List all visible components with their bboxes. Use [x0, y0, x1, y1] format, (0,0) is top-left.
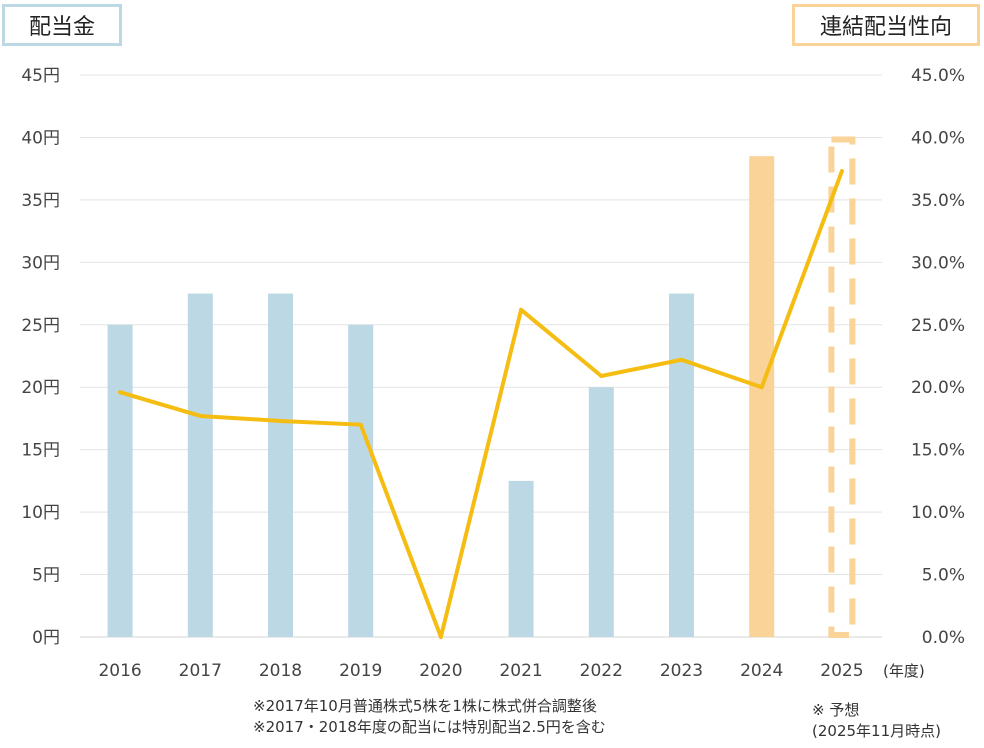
left-tick-label: 0円: [32, 628, 60, 648]
bar-2016: [107, 324, 133, 637]
footnote-forecast-label: ※ 予想: [812, 701, 860, 719]
bar-2021: [508, 480, 534, 637]
right-tick-label: 15.0%: [911, 441, 965, 461]
payout-ratio-point-2021: [519, 307, 524, 312]
payout-ratio-point-2024: [759, 385, 764, 390]
bar-2018: [268, 293, 293, 637]
left-tick-label: 15円: [21, 441, 60, 461]
payout-ratio-line: [118, 169, 844, 639]
x-tick-label: 2016: [98, 661, 141, 681]
payout-ratio-point-2019: [358, 422, 363, 427]
bar-2017: [187, 293, 213, 637]
left-tick-label: 20円: [21, 378, 60, 398]
x-tick-label: 2018: [259, 661, 302, 681]
right-tick-label: 25.0%: [911, 316, 965, 336]
footnote-forecast-date: (2025年11月時点): [812, 722, 941, 740]
x-tick-label: 2017: [179, 661, 222, 681]
bar-2022: [588, 387, 614, 637]
payout-ratio-point-2023: [679, 357, 684, 362]
payout-ratio-point-2022: [599, 373, 604, 378]
bar-2023: [669, 293, 694, 637]
payout-ratio-point-2017: [198, 413, 203, 418]
right-tick-label: 20.0%: [911, 378, 965, 398]
payout-ratio-point-2020: [438, 635, 443, 639]
left-tick-label: 25円: [21, 316, 60, 336]
dividend-legend-text: 配当金: [28, 15, 95, 40]
right-tick-label: 30.0%: [911, 253, 965, 273]
left-tick-label: 40円: [21, 128, 60, 148]
x-axis-unit-label: (年度): [883, 662, 925, 680]
left-tick-label: 5円: [32, 566, 60, 586]
bar-2024: [749, 156, 775, 637]
x-tick-label: 2019: [339, 661, 382, 681]
x-tick-label: 2024: [740, 661, 783, 681]
right-tick-label: 40.0%: [911, 128, 965, 148]
x-tick-label: 2023: [660, 661, 703, 681]
left-tick-label: 35円: [21, 191, 60, 211]
payout-ratio-point-2025: [839, 169, 844, 174]
dividend-legend-label: 配当金: [2, 4, 122, 46]
left-tick-label: 10円: [21, 503, 60, 523]
payout-ratio-point-2018: [278, 418, 283, 423]
bar-2019: [348, 324, 374, 637]
right-tick-label: 10.0%: [911, 503, 965, 523]
right-tick-label: 35.0%: [911, 191, 965, 211]
x-tick-label: 2025: [820, 661, 863, 681]
payout-ratio-point-2016: [118, 390, 123, 395]
payout-ratio-legend-text: 連結配当性向: [819, 15, 952, 40]
footnote-share-consolidation: ※2017年10月普通株式5株を1株に株式併合調整後: [253, 697, 597, 715]
x-tick-label: 2021: [499, 661, 542, 681]
left-tick-label: 30円: [21, 253, 60, 273]
footnote-left: ※2017年10月普通株式5株を1株に株式併合調整後 ※2017・2018年度の…: [253, 696, 606, 738]
footnote-special-dividend: ※2017・2018年度の配当には特別配当2.5円を含む: [253, 718, 606, 736]
x-tick-label: 2020: [419, 661, 462, 681]
payout-ratio-legend-label: 連結配当性向: [792, 4, 980, 46]
right-tick-label: 45.0%: [911, 66, 965, 86]
footnote-forecast: ※ 予想 (2025年11月時点): [812, 700, 941, 742]
bar-forecast-2025: [828, 136, 856, 638]
x-tick-label: 2022: [580, 661, 623, 681]
left-tick-label: 45円: [21, 66, 60, 86]
right-tick-label: 0.0%: [922, 628, 965, 648]
right-tick-label: 5.0%: [922, 566, 965, 586]
